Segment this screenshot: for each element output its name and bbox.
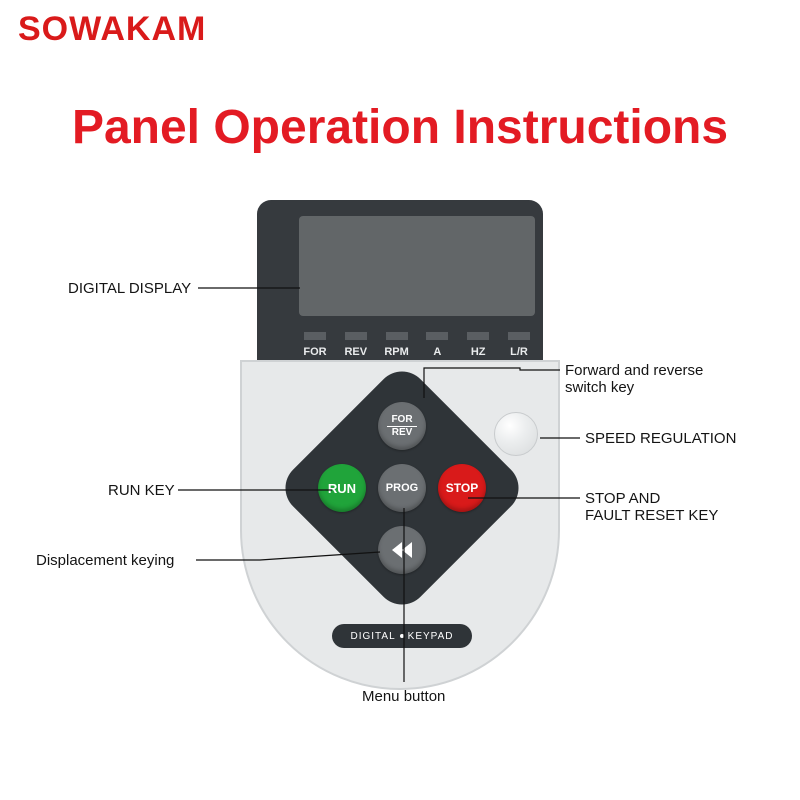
callout-run: RUN KEY xyxy=(108,482,175,499)
for-rev-button[interactable]: FOR REV xyxy=(378,402,426,450)
status-label-rev: REV xyxy=(338,346,374,358)
callout-stop: STOP AND FAULT RESET KEY xyxy=(585,490,718,524)
callout-disp: Displacement keying xyxy=(36,552,174,569)
page-title: Panel Operation Instructions xyxy=(0,100,800,155)
prog-button[interactable]: PROG xyxy=(378,464,426,512)
footer-right: KEYPAD xyxy=(408,631,454,642)
led-a xyxy=(426,332,448,340)
status-label-for: FOR xyxy=(297,346,333,358)
led-rpm xyxy=(386,332,408,340)
keypad-lower-panel: FOR REV RUN PROG STOP DIGITAL KEYPAD xyxy=(240,360,560,690)
callout-display: DIGITAL DISPLAY xyxy=(68,280,191,297)
footer-label: DIGITAL KEYPAD xyxy=(332,624,472,648)
callout-forrev: Forward and reverse switch key xyxy=(565,362,703,396)
run-button[interactable]: RUN xyxy=(318,464,366,512)
stop-button[interactable]: STOP xyxy=(438,464,486,512)
speed-knob[interactable] xyxy=(494,412,538,456)
status-label-hz: HZ xyxy=(460,346,496,358)
status-label-a: A xyxy=(419,346,455,358)
digital-display-screen xyxy=(299,216,535,316)
led-rev xyxy=(345,332,367,340)
rewind-icon xyxy=(390,542,414,558)
for-rev-bot-label: REV xyxy=(392,428,413,438)
status-led-row: FOR REV RPM A HZ L/R xyxy=(297,332,537,358)
brand-logo: SOWAKAM xyxy=(18,10,206,49)
led-lr xyxy=(508,332,530,340)
callout-speed: SPEED REGULATION xyxy=(585,430,736,447)
status-label-rpm: RPM xyxy=(379,346,415,358)
callout-menu: Menu button xyxy=(362,688,445,705)
for-rev-top-label: FOR xyxy=(391,415,412,425)
led-for xyxy=(304,332,326,340)
status-label-lr: L/R xyxy=(501,346,537,358)
footer-left: DIGITAL xyxy=(351,631,396,642)
back-button[interactable] xyxy=(378,526,426,574)
led-hz xyxy=(467,332,489,340)
